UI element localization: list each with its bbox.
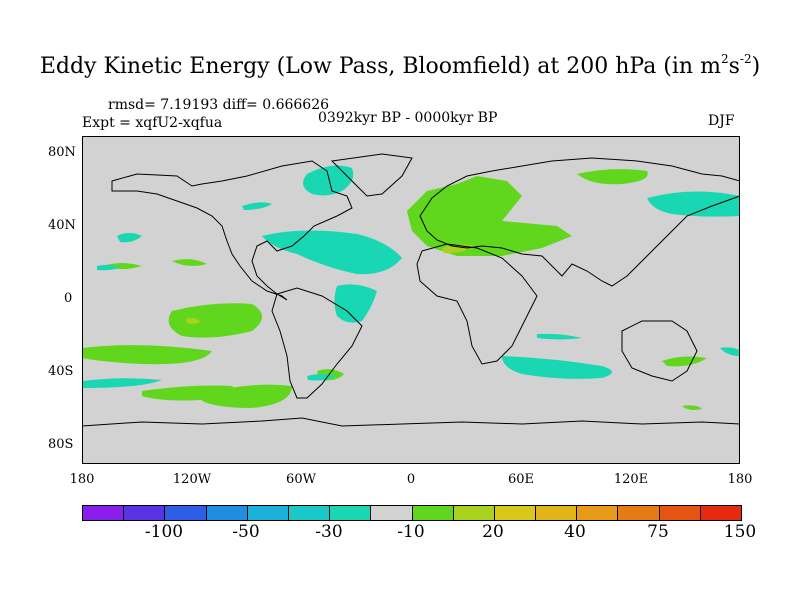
coastlines [82,153,740,427]
positive-region-russia [577,169,648,185]
coast-africa [416,243,538,365]
map-plot [82,136,740,464]
chart-title: Eddy Kinetic Energy (Low Pass, Bloomfiel… [0,52,800,79]
colorbar-swatch [288,506,331,520]
coast-eurasia [419,157,740,287]
negative-region-atlantic [262,230,402,275]
lat-label-80n: 80N [48,145,76,160]
title-unit-s: s [728,54,740,79]
strong-positive-pacific [186,318,200,324]
colorbar-swatch [371,506,413,520]
lon-label-180w: 180 [69,472,95,487]
negative-region-alaska [242,202,272,210]
colorbar-swatch [577,506,619,520]
positive-region-east [682,405,702,410]
negative-region-south-indian [537,333,582,340]
positive-region-pacific-south [168,303,262,338]
colorbar-swatch [412,506,454,520]
colorbar-swatch [206,506,248,520]
colorbar-label-neg50: -50 [232,522,260,542]
negative-region-west-pacific [647,191,740,217]
negative-region-south-atlantic [307,374,337,381]
colorbar-swatch [247,506,289,520]
colorbar-swatch [453,506,495,520]
colorbar-label-neg100: -100 [144,522,184,542]
experiment-label: Expt = xqfU2-xqfua [82,115,223,131]
colorbar-label-150: 150 [723,522,757,542]
colorbar-label-75: 75 [647,522,669,542]
lon-label-120w: 120W [172,472,212,487]
positive-region-europe [407,176,572,256]
coast-australia [621,320,698,382]
lon-label-60w: 60W [286,472,316,487]
negative-region-north-america [303,165,354,196]
positive-anomaly-regions [82,169,707,410]
positive-region-north-pacific-2 [172,259,207,266]
lon-label-60e: 60E [507,472,535,487]
lat-label-eq: 0 [64,291,73,306]
colorbar-label-neg10: -10 [397,522,425,542]
negative-region-southern-ocean [502,356,612,379]
title-text: Eddy Kinetic Energy (Low Pass, Bloomfiel… [39,54,721,79]
lat-label-40s: 40S [48,364,74,379]
title-exponent-2: -2 [739,52,752,66]
lon-label-180e: 180 [727,472,753,487]
colorbar-label-neg30: -30 [315,522,343,542]
colorbar-swatch [700,506,741,520]
lat-label-40n: 40N [48,218,76,233]
lon-label-120e: 120E [613,472,649,487]
negative-region-pacific-east [720,347,740,356]
colorbar-swatch [494,506,537,520]
positive-region-atlantic-south [82,345,212,365]
negative-region-north-pacific-east [97,264,120,271]
colorbar-swatch [165,506,207,520]
title-exponent-1: 2 [720,52,729,66]
coast-greenland [330,153,413,197]
period-label: 0392kyr BP - 0000kyr BP [318,110,498,126]
positive-region-indian [662,356,707,367]
negative-region-subtropical-atlantic [334,284,377,323]
negative-region-south-pacific [82,378,162,388]
coast-antarctica [82,417,740,427]
negative-region-north-pacific-west [117,233,142,243]
colorbar [82,505,742,521]
lat-label-80s: 80S [48,437,74,452]
colorbar-swatch [659,506,701,520]
stats-label: rmsd= 7.19193 diff= 0.666626 [108,97,330,113]
colorbar-label-40: 40 [564,522,586,542]
coast-south-america [271,287,363,399]
map-svg [82,153,740,427]
colorbar-swatch [83,506,125,520]
colorbar-swatch [124,506,166,520]
season-label: DJF [708,113,735,129]
positive-region-south-atlantic-mid [202,384,292,408]
colorbar-label-20: 20 [482,522,504,542]
colorbar-swatch [618,506,660,520]
coast-north-america [111,160,353,301]
title-close: ) [751,54,761,79]
colorbar-swatch [536,506,578,520]
lon-label-0: 0 [406,472,416,487]
colorbar-swatch [330,506,372,520]
